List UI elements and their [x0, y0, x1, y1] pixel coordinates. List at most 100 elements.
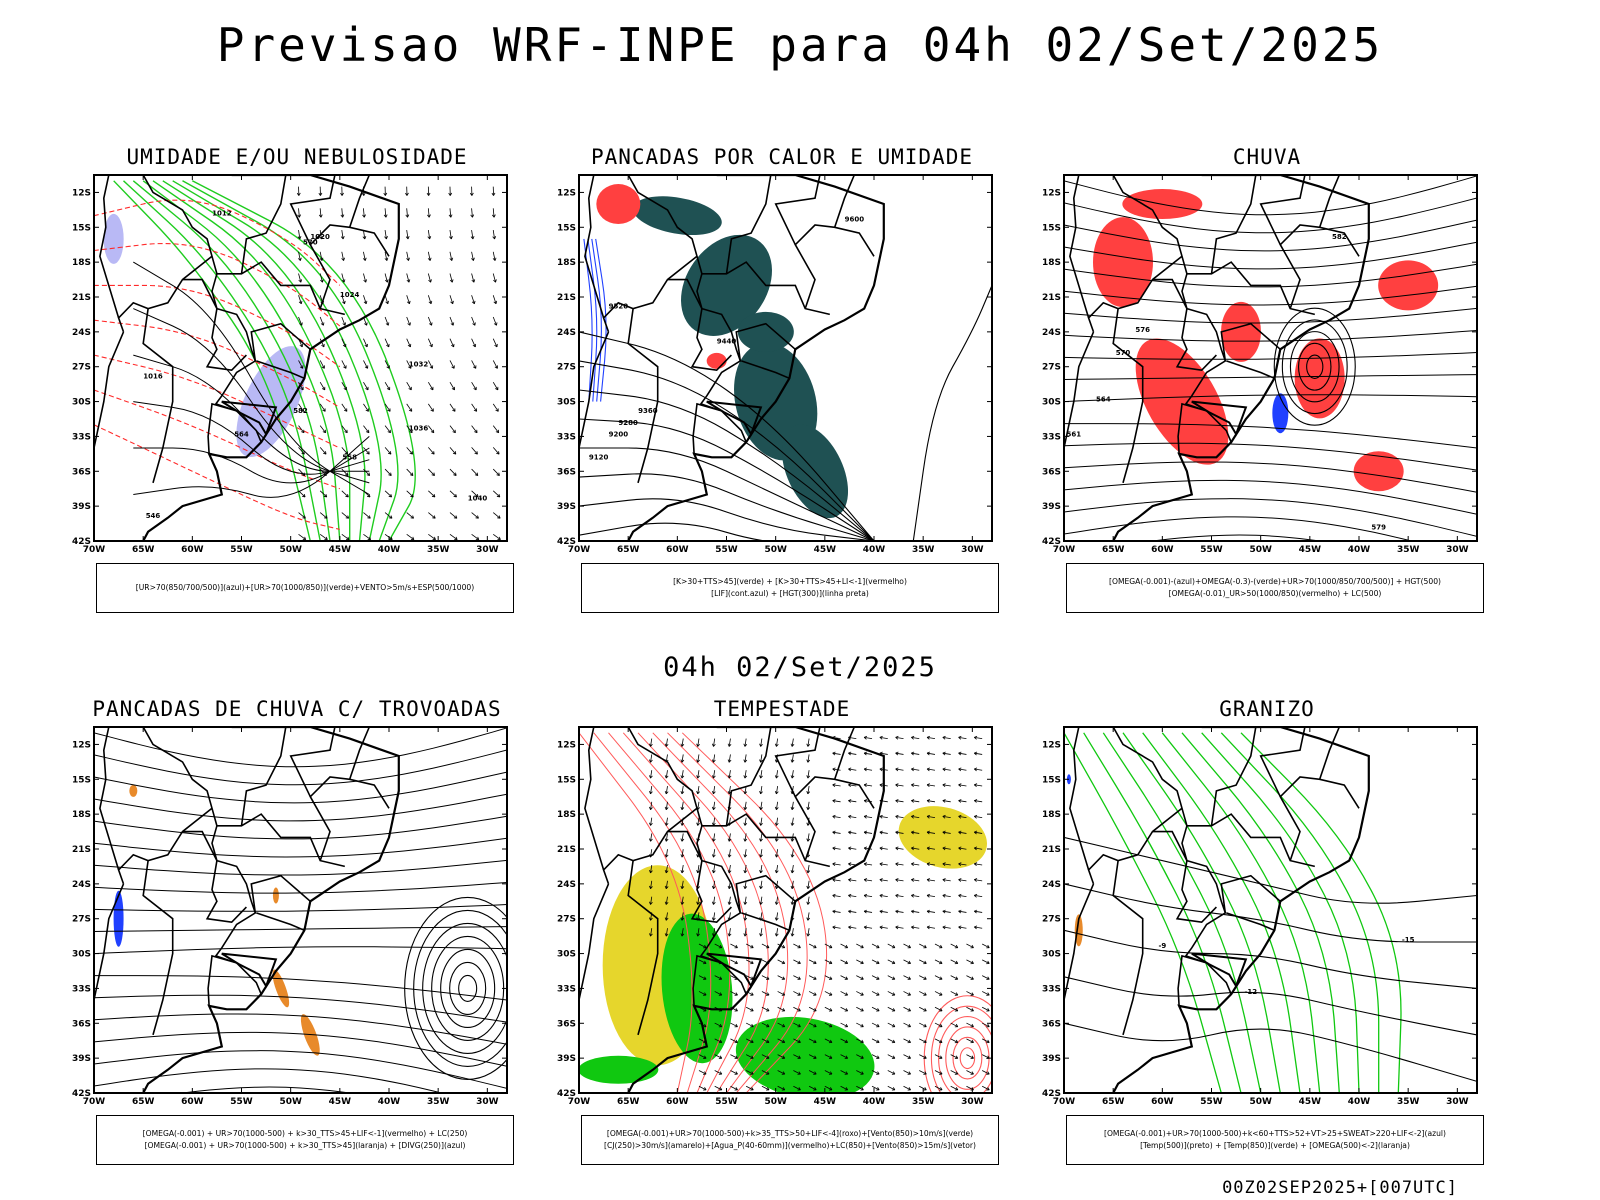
map-umidade: 1012101610201024103210361040570582564558… — [72, 174, 508, 555]
wind-vector — [384, 208, 387, 218]
wind-vector — [864, 831, 873, 834]
wind-vector-head — [832, 783, 836, 788]
wind-vector-head — [879, 925, 883, 930]
wind-vector-head — [766, 1008, 770, 1012]
border-line — [94, 883, 125, 1050]
wind-vector-head — [911, 751, 915, 756]
lon-tick-label: 35W — [427, 545, 450, 555]
wind-vector-head — [942, 783, 946, 788]
lat-tick-label: 36S — [1042, 1019, 1061, 1029]
lat-tick-label: 36S — [72, 1019, 91, 1029]
wind-vector — [760, 849, 763, 858]
wind-vector — [319, 425, 326, 434]
wind-vector — [824, 975, 833, 980]
wind-vector — [958, 784, 967, 787]
lon-tick-label: 65W — [617, 545, 640, 555]
wind-vector — [895, 863, 904, 866]
wind-vector-head — [828, 1039, 833, 1044]
contour-label: 570 — [303, 239, 318, 247]
border-line — [1064, 331, 1095, 498]
wind-vector — [713, 928, 716, 937]
wind-vector — [832, 800, 841, 803]
wind-vector — [832, 910, 841, 913]
lat-tick-label: 24S — [1042, 880, 1061, 890]
wind-vector-head — [734, 1008, 738, 1012]
streamline — [1064, 423, 1477, 449]
wind-vector — [760, 928, 763, 937]
wind-vector-head — [450, 322, 455, 326]
wind-vector — [341, 512, 349, 519]
wind-vector-head — [497, 536, 501, 541]
wind-vector-head — [891, 1071, 896, 1075]
border-line — [690, 860, 732, 924]
wind-vector-head — [895, 830, 899, 835]
wind-vector — [927, 831, 936, 834]
wind-vector-head — [703, 992, 707, 996]
convective-fill — [129, 784, 138, 797]
wind-vector — [744, 817, 747, 826]
wind-vector — [793, 1085, 801, 1091]
border-line — [205, 308, 247, 372]
wind-vector — [974, 926, 983, 929]
border-line — [1279, 224, 1360, 309]
wind-vector — [713, 849, 716, 858]
wind-vector-head — [299, 343, 304, 348]
lon-tick-label: 60W — [666, 1097, 689, 1107]
wind-vector — [807, 880, 810, 889]
contour-label: 1012 — [212, 210, 232, 218]
wind-vector — [966, 1054, 974, 1059]
wind-vector-head — [759, 854, 763, 858]
wind-vector-head — [876, 1008, 880, 1012]
wind-vector-head — [970, 944, 974, 949]
wind-vector-head — [863, 893, 868, 898]
wind-vector — [697, 770, 700, 779]
legend-line: [OMEGA(-0.01)_UR>50(1000/850)(vermelho) … — [1168, 589, 1382, 598]
wind-vector — [384, 490, 392, 498]
border-line — [309, 224, 390, 309]
wind-vector — [492, 468, 500, 476]
contour-label: 579 — [1371, 523, 1386, 531]
wind-vector — [406, 533, 415, 540]
wind-vector-head — [384, 236, 388, 240]
wind-vector — [791, 928, 794, 937]
wind-vector — [698, 1070, 707, 1075]
wind-vector-head — [297, 236, 302, 240]
wind-vector-head — [300, 386, 304, 391]
border-line — [794, 776, 875, 861]
contour-label: 9280 — [618, 419, 638, 427]
wind-vector — [942, 894, 951, 898]
wind-vector-head — [954, 992, 959, 996]
streamline — [1064, 219, 1477, 252]
lc850-ring — [930, 1005, 992, 1093]
wind-vector-head — [911, 846, 915, 851]
wind-vector-head — [974, 893, 978, 898]
wind-vector-head — [797, 976, 801, 980]
wind-vector — [871, 943, 880, 949]
wind-vector-head — [828, 976, 833, 980]
lon-tick-label: 60W — [181, 545, 204, 555]
map-frame — [1063, 726, 1478, 1094]
border-line — [216, 813, 345, 868]
wind-vector — [319, 360, 325, 369]
wind-vector — [775, 785, 779, 794]
wind-vector — [492, 208, 495, 218]
wind-vector-head — [958, 814, 962, 819]
wind-vector — [864, 879, 873, 882]
wind-vector — [319, 316, 324, 326]
wind-vector — [319, 338, 325, 348]
wind-vector — [449, 425, 456, 434]
wind-vector — [974, 894, 983, 898]
wind-vector — [760, 833, 763, 842]
wind-vector — [919, 1038, 927, 1043]
wind-vector — [363, 338, 368, 348]
wind-vector-head — [323, 472, 327, 476]
coastline — [142, 175, 400, 541]
wind-vector-head — [454, 536, 458, 541]
wind-vector-head — [727, 870, 732, 874]
wind-vector-head — [734, 944, 738, 949]
lc250-ring — [458, 974, 478, 1002]
divergence-fill — [113, 890, 124, 947]
wind-vector — [760, 864, 763, 873]
wind-vector-head — [806, 885, 811, 889]
wind-vector-head — [806, 822, 811, 826]
